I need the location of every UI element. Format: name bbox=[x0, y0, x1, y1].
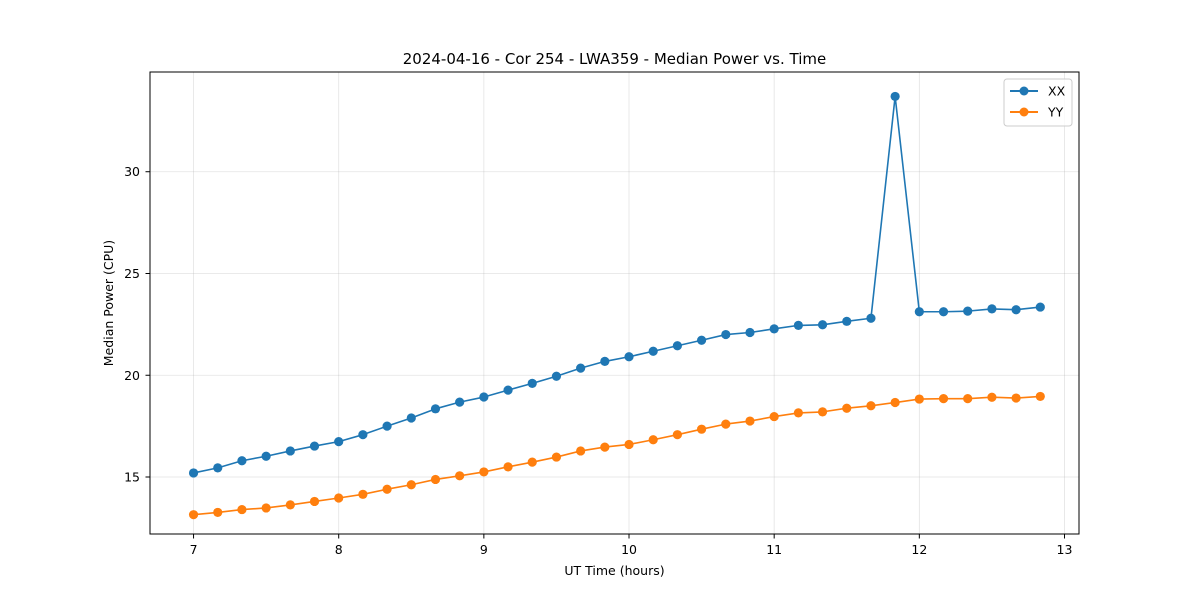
data-point-yy bbox=[842, 403, 852, 413]
data-point-yy bbox=[987, 392, 997, 402]
data-point-xx bbox=[1011, 305, 1021, 315]
series-xx bbox=[188, 91, 1045, 478]
y-tick-label: 20 bbox=[124, 368, 140, 383]
data-point-xx bbox=[309, 441, 320, 451]
data-point-yy bbox=[358, 489, 368, 499]
data-point-yy bbox=[624, 439, 634, 450]
data-point-xx bbox=[769, 324, 779, 334]
y-tick-label: 30 bbox=[124, 164, 140, 179]
series-yy bbox=[188, 391, 1045, 520]
axis-ticks: 7 8 9 10 11 12 13 15 20 25 30 bbox=[124, 164, 1072, 557]
x-tick-label: 11 bbox=[766, 542, 782, 557]
x-tick-label: 7 bbox=[190, 542, 198, 557]
data-point-yy bbox=[479, 467, 489, 477]
x-tick-label: 10 bbox=[621, 542, 637, 557]
legend-label-yy: YY bbox=[1047, 105, 1064, 120]
plot-series bbox=[188, 91, 1045, 520]
data-point-xx bbox=[213, 463, 223, 473]
x-tick-label: 12 bbox=[911, 542, 927, 557]
y-axis-label: Median Power (CPU) bbox=[101, 240, 116, 366]
x-tick-label: 8 bbox=[335, 542, 343, 557]
data-point-xx bbox=[696, 335, 707, 345]
data-point-xx bbox=[334, 437, 344, 447]
y-tick-label: 25 bbox=[124, 266, 140, 281]
data-point-xx bbox=[938, 307, 949, 317]
data-point-xx bbox=[188, 468, 199, 478]
data-point-xx bbox=[406, 413, 416, 423]
x-axis-label: UT Time (hours) bbox=[564, 563, 664, 578]
data-point-yy bbox=[334, 493, 344, 503]
legend: XX YY bbox=[1003, 78, 1073, 127]
data-point-yy bbox=[963, 394, 973, 404]
x-tick-label: 13 bbox=[1057, 542, 1073, 557]
data-point-yy bbox=[817, 407, 828, 417]
data-point-xx bbox=[455, 397, 465, 407]
data-point-yy bbox=[890, 397, 900, 408]
data-point-yy bbox=[382, 484, 392, 494]
data-point-xx bbox=[914, 307, 924, 317]
data-point-yy bbox=[672, 430, 683, 440]
data-point-xx bbox=[551, 371, 562, 381]
data-point-yy bbox=[430, 474, 441, 485]
legend-marker-xx bbox=[1019, 86, 1029, 96]
legend-marker-yy bbox=[1019, 107, 1029, 117]
data-point-yy bbox=[213, 507, 223, 518]
data-point-yy bbox=[237, 504, 247, 515]
data-point-xx bbox=[576, 363, 586, 373]
data-point-yy bbox=[455, 471, 465, 481]
data-point-yy bbox=[309, 496, 320, 507]
data-point-yy bbox=[576, 446, 586, 456]
data-point-yy bbox=[914, 394, 924, 404]
legend-label-xx: XX bbox=[1048, 84, 1066, 99]
data-point-yy bbox=[406, 480, 416, 490]
data-point-xx bbox=[624, 352, 634, 362]
data-point-xx bbox=[842, 316, 852, 326]
y-tick-label: 15 bbox=[124, 470, 140, 485]
data-point-yy bbox=[866, 401, 876, 411]
data-point-yy bbox=[600, 442, 610, 452]
data-point-xx bbox=[358, 430, 368, 440]
data-point-yy bbox=[261, 503, 271, 513]
data-point-yy bbox=[745, 416, 755, 426]
data-point-xx bbox=[745, 327, 755, 338]
data-point-yy bbox=[188, 510, 199, 520]
chart-title: 2024-04-16 - Cor 254 - LWA359 - Median P… bbox=[403, 50, 827, 68]
data-point-yy bbox=[551, 452, 562, 462]
data-point-yy bbox=[938, 394, 949, 404]
data-point-yy bbox=[1011, 393, 1021, 403]
data-point-xx bbox=[672, 341, 683, 351]
data-point-yy bbox=[769, 411, 779, 422]
x-tick-label: 9 bbox=[480, 542, 488, 557]
data-point-xx bbox=[237, 456, 247, 466]
data-point-xx bbox=[382, 421, 392, 431]
data-point-yy bbox=[527, 457, 537, 467]
data-point-xx bbox=[963, 306, 973, 316]
data-point-yy bbox=[285, 500, 295, 510]
grid-lines bbox=[150, 72, 1079, 534]
data-point-xx bbox=[890, 91, 900, 102]
data-point-xx bbox=[721, 329, 731, 340]
data-point-yy bbox=[1035, 391, 1045, 402]
data-point-xx bbox=[600, 356, 610, 367]
data-point-yy bbox=[648, 435, 658, 445]
data-point-xx bbox=[285, 446, 295, 456]
data-point-xx bbox=[261, 451, 271, 461]
data-point-xx bbox=[793, 320, 803, 330]
data-point-xx bbox=[479, 392, 489, 402]
data-point-yy bbox=[721, 419, 731, 429]
data-point-yy bbox=[793, 408, 803, 418]
data-point-yy bbox=[696, 424, 707, 434]
data-point-xx bbox=[648, 346, 658, 356]
data-point-xx bbox=[430, 404, 441, 414]
data-point-yy bbox=[503, 462, 513, 472]
data-point-xx bbox=[987, 304, 997, 314]
plot-area-frame bbox=[149, 71, 1080, 535]
data-point-xx bbox=[1035, 302, 1045, 312]
data-point-xx bbox=[817, 320, 828, 330]
data-point-xx bbox=[866, 313, 876, 323]
data-point-xx bbox=[527, 378, 537, 388]
data-point-xx bbox=[503, 385, 513, 395]
